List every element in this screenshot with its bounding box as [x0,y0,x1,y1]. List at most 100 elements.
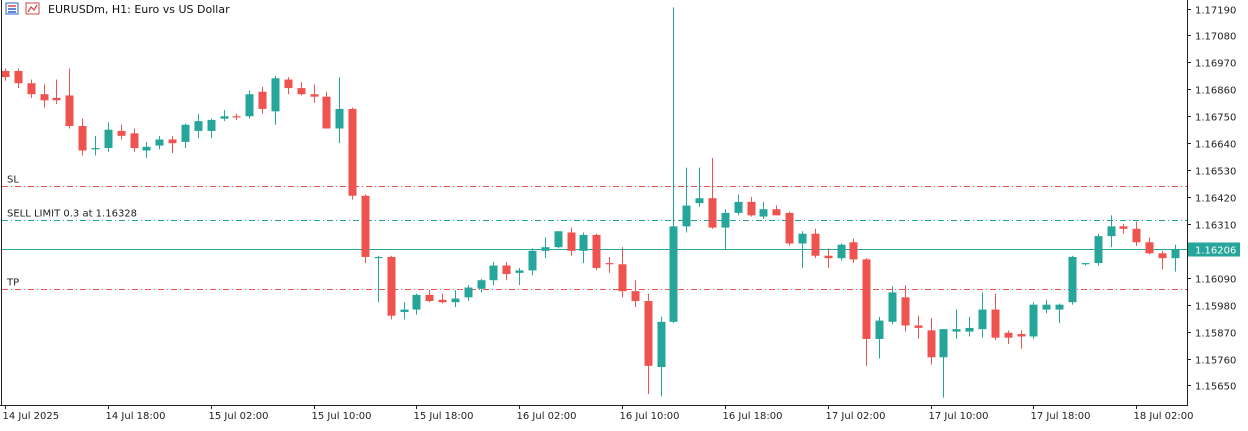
candle [245,90,254,119]
candle-body [14,70,23,84]
candle-body [914,325,923,328]
price-tick-label: 1.15980 [1195,302,1236,313]
candle [284,77,293,95]
candle-body [669,226,678,322]
candle [1132,221,1141,246]
candle [888,286,897,325]
candle [1029,302,1038,339]
candle [489,261,498,286]
candle-body [181,124,190,142]
candle-body [901,297,910,326]
price-tick-label: 1.16530 [1195,167,1236,178]
candle [708,157,717,229]
candle [52,79,61,105]
candle [618,247,627,298]
candle-body [798,233,807,244]
candle-body [40,94,49,101]
candle-body [1132,228,1141,243]
chart-title: EURUSDm, H1: Euro vs US Dollar [48,3,230,16]
time-tick-label: 18 Jul 02:00 [1134,411,1194,422]
candle-body [78,126,87,151]
time-tick-label: 15 Jul 10:00 [312,411,372,422]
candle [901,285,910,332]
candle-body [837,244,846,259]
candle [1158,250,1167,270]
candle [1004,330,1013,344]
candle [40,84,49,108]
candle [348,107,357,200]
candle [387,255,396,320]
candle [400,302,409,320]
candle-body [142,146,151,151]
candle [1107,215,1116,248]
candle [785,211,794,246]
price-tick-label: 1.17190 [1195,6,1236,17]
candle-body [824,255,833,259]
price-tick-label: 1.16420 [1195,194,1236,205]
candle [978,292,987,338]
candle-body [1029,304,1038,337]
candle-body [477,280,486,289]
candle-body [644,300,653,366]
candle-body [1004,332,1013,338]
candle [965,316,974,337]
candle [952,309,961,339]
candlesticks [1,7,1180,398]
candle-body [1068,256,1077,303]
candle [502,261,511,281]
time-tick-label: 16 Jul 18:00 [723,411,783,422]
price-tick-label: 1.16860 [1195,86,1236,97]
candle [258,86,267,114]
candle-body [567,232,576,251]
candle [862,258,871,366]
candle [451,289,460,308]
candle [579,232,588,264]
candle-body [605,263,614,265]
window-menu-icon[interactable] [5,2,19,15]
symbol-chart-icon[interactable] [25,2,40,15]
candle-body [927,330,936,358]
candle-body [811,233,820,256]
order-levels: SL SELL LIMIT 0.3 at 1.16328 TP [2,175,1187,290]
candle [335,77,344,144]
price-tick-label: 1.15870 [1195,329,1236,340]
candle [875,316,884,359]
candle [695,167,704,207]
price-tick-label: 1.15760 [1195,356,1236,367]
time-tick-label: 14 Jul 18:00 [106,411,166,422]
candle-body [130,133,139,149]
price-axis[interactable]: 1.17190 1.17080 1.16970 1.16860 1.16750 1.166… [1187,6,1236,393]
candle-body [1081,263,1090,265]
candle [528,248,537,276]
candle-body [875,320,884,339]
candle [361,194,370,264]
chart-title-bar: EURUSDm, H1: Euro vs US Dollar [5,2,230,16]
candle [849,238,858,264]
candle [297,81,306,96]
candle [682,167,691,233]
candle [759,201,768,220]
candle [194,113,203,139]
candle [914,315,923,339]
candle-body [978,309,987,330]
candle [477,278,486,293]
candle-body [258,91,267,109]
candle [837,243,846,261]
candle-body [631,291,640,301]
candle-body [361,195,370,257]
candle-body [1171,249,1180,259]
time-axis[interactable]: 14 Jul 2025 14 Jul 18:00 15 Jul 02:00 15 Ju… [3,405,1194,422]
candle [592,233,601,271]
price-tick-label: 1.17080 [1195,32,1236,43]
candle [554,231,563,249]
candle-body [528,250,537,271]
level-label: SL [7,175,19,186]
level-label: SELL LIMIT 0.3 at 1.16328 [7,209,137,220]
candle-body [1017,334,1026,337]
price-tick-label: 1.16750 [1195,113,1236,124]
candle-body [618,264,627,292]
candle [1171,244,1180,272]
time-tick-label: 17 Jul 02:00 [826,411,886,422]
candle [155,135,164,150]
